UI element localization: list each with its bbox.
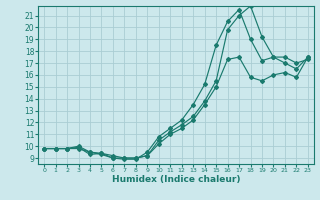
X-axis label: Humidex (Indice chaleur): Humidex (Indice chaleur) [112,175,240,184]
